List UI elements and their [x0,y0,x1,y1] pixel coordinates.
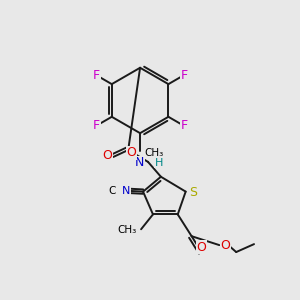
Text: O: O [220,238,230,252]
Text: S: S [190,186,198,199]
Text: F: F [180,69,188,82]
Text: N: N [135,156,144,170]
Text: O: O [196,241,206,254]
Text: CH₃: CH₃ [118,225,137,235]
Text: F: F [93,69,100,82]
Text: N: N [122,186,130,196]
Text: F: F [180,119,188,132]
Text: CH₃: CH₃ [144,148,163,158]
Text: C: C [108,186,115,196]
Text: F: F [93,119,100,132]
Text: O: O [103,149,112,162]
Text: O: O [126,146,136,160]
Text: H: H [155,158,163,168]
